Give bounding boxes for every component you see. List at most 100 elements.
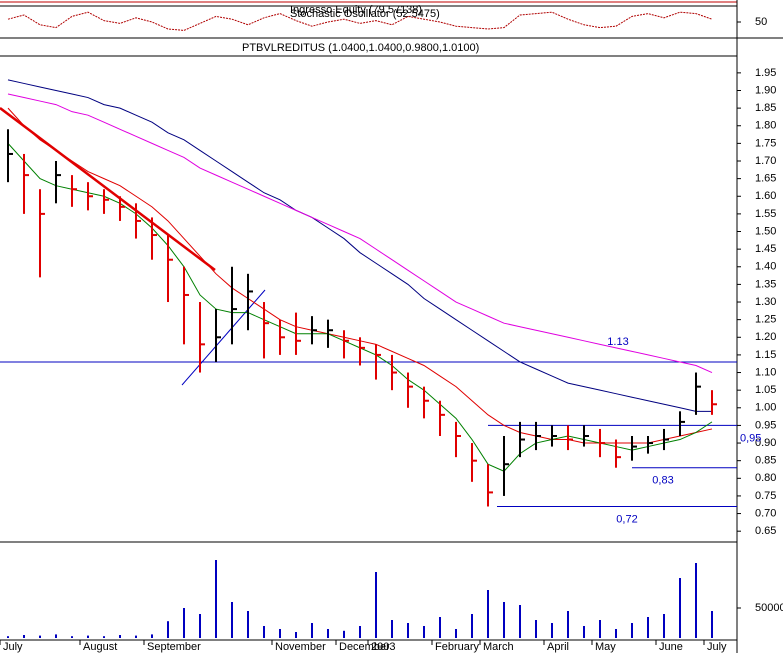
volume-bar xyxy=(503,602,505,638)
y-tick-label: 1.65 xyxy=(755,173,776,185)
x-tick-label: September xyxy=(147,641,201,653)
x-tick-label: April xyxy=(547,641,569,653)
y-tick-label: 1.45 xyxy=(755,243,776,255)
volume-bar xyxy=(375,572,377,638)
volume-bar xyxy=(263,626,265,638)
volume-bar xyxy=(679,578,681,638)
y-tick-label: 0.90 xyxy=(755,437,776,449)
y-tick-label: 1.20 xyxy=(755,331,776,343)
volume-bar xyxy=(199,614,201,638)
volume-bar xyxy=(119,635,121,638)
y-tick-label: 1.55 xyxy=(755,208,776,220)
y-tick-label: 50000 xyxy=(755,602,783,614)
y-tick-label: 1.05 xyxy=(755,384,776,396)
volume-bar xyxy=(135,635,137,638)
volume-bar xyxy=(183,608,185,638)
volume-bar xyxy=(439,617,441,638)
volume-bar xyxy=(7,636,9,638)
volume-bar xyxy=(647,617,649,638)
volume-bar xyxy=(407,623,409,638)
y-tick-label: 1.70 xyxy=(755,155,776,167)
volume-bar xyxy=(167,621,169,638)
indicator-title: Ingresso Equity (79.57138) xyxy=(290,4,422,16)
volume-bar xyxy=(55,634,57,638)
volume-bar xyxy=(87,635,89,638)
volume-bar xyxy=(535,620,537,638)
volume-bar xyxy=(471,614,473,638)
y-tick-label: 0.80 xyxy=(755,472,776,484)
trend-line xyxy=(0,107,216,271)
y-tick-label: 0.95 xyxy=(755,419,776,431)
volume-bar xyxy=(327,629,329,638)
moving-average xyxy=(7,79,712,412)
y-tick-label: 0.65 xyxy=(755,525,776,537)
x-tick-label: February xyxy=(435,641,480,653)
level-label: 0,83 xyxy=(652,475,673,487)
x-tick-label: May xyxy=(595,641,616,653)
y-tick-label: 1.95 xyxy=(755,67,776,79)
volume-bar xyxy=(231,602,233,638)
volume-bar xyxy=(247,611,249,638)
volume-bar xyxy=(311,623,313,638)
volume-bar xyxy=(23,635,25,638)
x-tick-label: December xyxy=(339,641,390,653)
volume-bar xyxy=(103,636,105,638)
y-tick-label: 1.10 xyxy=(755,366,776,378)
x-tick-label: November xyxy=(275,641,326,653)
y-tick-label: 1.00 xyxy=(755,402,776,414)
y-tick-label: 1.15 xyxy=(755,349,776,361)
indicator-title: Stochastic Oscillator (52.5475) xyxy=(290,8,440,20)
y-tick-label: 50 xyxy=(755,16,767,28)
volume-bar xyxy=(423,626,425,638)
x-tick-label: March xyxy=(483,641,514,653)
chart-title: PTBVLREDITUS (1.0400,1.0400,0.9800,1.010… xyxy=(242,42,479,54)
volume-bar xyxy=(631,623,633,638)
y-tick-label: 1.60 xyxy=(755,190,776,202)
volume-bar xyxy=(151,634,153,638)
volume-bar xyxy=(567,611,569,638)
volume-bar xyxy=(551,623,553,638)
volume-bar xyxy=(359,626,361,638)
volume-bar xyxy=(487,590,489,638)
y-tick-label: 1.75 xyxy=(755,137,776,149)
volume-bar xyxy=(711,611,713,638)
y-tick-label: 1.40 xyxy=(755,261,776,273)
y-tick-label: 1.30 xyxy=(755,296,776,308)
x-tick-label: June xyxy=(659,641,683,653)
x-tick-label: July xyxy=(3,641,23,653)
volume-bar xyxy=(343,630,345,638)
volume-bar xyxy=(583,626,585,638)
y-tick-label: 1.80 xyxy=(755,120,776,132)
trend-line xyxy=(181,289,266,386)
x-tick-label: July xyxy=(707,641,727,653)
y-tick-label: 1.35 xyxy=(755,278,776,290)
volume-bar xyxy=(391,620,393,638)
y-tick-label: 1.50 xyxy=(755,225,776,237)
y-tick-label: 0.75 xyxy=(755,490,776,502)
volume-bar xyxy=(695,563,697,638)
volume-bar xyxy=(39,635,41,638)
oscillator-line xyxy=(7,11,713,31)
x-tick-label: August xyxy=(83,641,117,653)
level-label: 0,72 xyxy=(616,513,637,525)
volume-bar xyxy=(215,560,217,638)
volume-bar xyxy=(279,629,281,638)
volume-bar xyxy=(71,636,73,638)
y-tick-label: 0.70 xyxy=(755,507,776,519)
y-tick-label: 1.85 xyxy=(755,102,776,114)
volume-bar xyxy=(599,620,601,638)
volume-bar xyxy=(615,629,617,638)
y-tick-label: 1.25 xyxy=(755,314,776,326)
volume-bar xyxy=(519,605,521,638)
moving-average xyxy=(7,93,713,373)
volume-bar xyxy=(663,614,665,638)
volume-bar xyxy=(455,629,457,638)
y-tick-label: 1.90 xyxy=(755,84,776,96)
level-label: 0,95 xyxy=(740,432,761,444)
level-label: 1.13 xyxy=(607,336,628,348)
y-tick-label: 0.85 xyxy=(755,455,776,467)
volume-bar xyxy=(295,632,297,638)
x-tick-label: 2003 xyxy=(371,641,395,653)
